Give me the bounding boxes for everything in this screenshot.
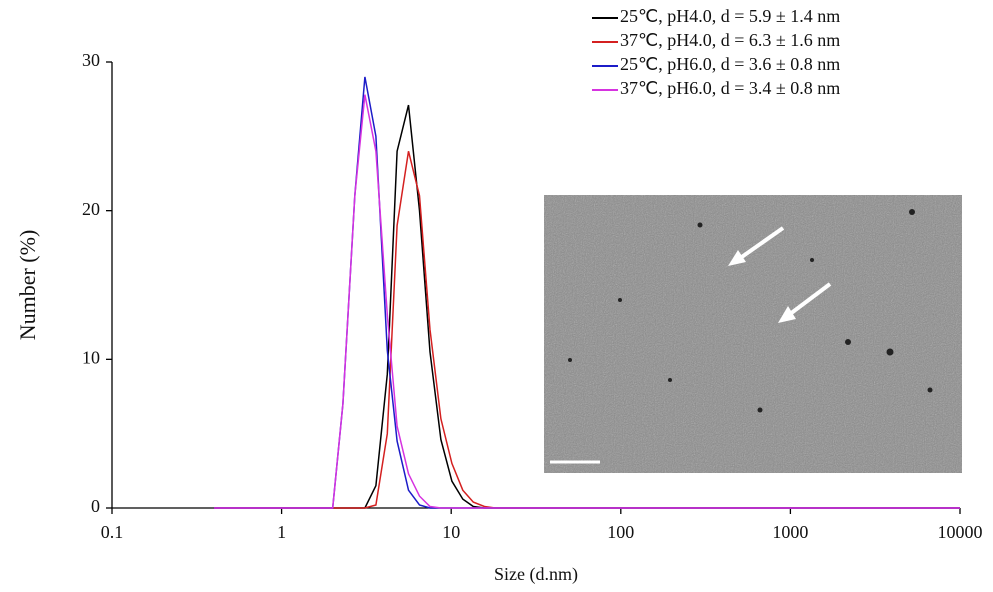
series-line [214,94,960,509]
x-tick-label: 10 [442,522,460,542]
legend-label: 37℃, pH4.0, d = 6.3 ± 1.6 nm [620,30,840,50]
x-tick-label: 100 [607,522,634,542]
legend-label: 37℃, pH6.0, d = 3.4 ± 0.8 nm [620,78,840,98]
inset-image [544,195,962,473]
x-axis-label: Size (d.nm) [494,564,578,585]
y-tick-label: 20 [82,199,100,219]
y-axis-label: Number (%) [15,230,40,341]
legend-label: 25℃, pH6.0, d = 3.6 ± 0.8 nm [620,54,840,74]
x-tick-label: 1 [277,522,286,542]
x-tick-label: 0.1 [101,522,124,542]
x-tick-label: 10000 [938,522,983,542]
legend-label: 25℃, pH4.0, d = 5.9 ± 1.4 nm [620,6,840,26]
y-tick-label: 0 [91,496,100,516]
y-tick-label: 10 [82,347,100,367]
x-tick-label: 1000 [772,522,808,542]
y-tick-label: 30 [82,50,100,70]
